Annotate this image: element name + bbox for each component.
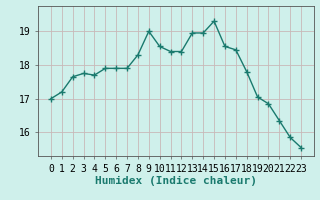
X-axis label: Humidex (Indice chaleur): Humidex (Indice chaleur) bbox=[95, 176, 257, 186]
